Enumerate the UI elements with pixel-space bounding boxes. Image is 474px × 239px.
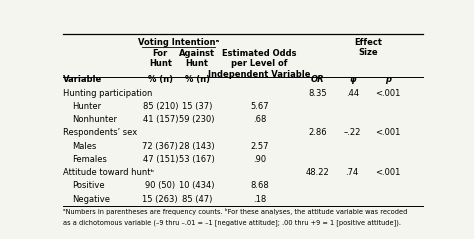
Text: 15 (263): 15 (263) — [143, 195, 178, 204]
Text: 59 (230): 59 (230) — [179, 115, 215, 124]
Text: 5.67: 5.67 — [250, 102, 269, 111]
Text: 47 (151): 47 (151) — [143, 155, 178, 164]
Text: 8.68: 8.68 — [250, 181, 269, 190]
Text: 8.35: 8.35 — [308, 88, 327, 98]
Text: 28 (143): 28 (143) — [179, 141, 215, 151]
Text: Attitude toward huntᵇ: Attitude toward huntᵇ — [63, 168, 154, 177]
Text: Positive: Positive — [72, 181, 105, 190]
Text: as a dichotomous variable (–9 thru –.01 = –1 [negative attitude]; .00 thru +9 = : as a dichotomous variable (–9 thru –.01 … — [63, 219, 401, 226]
Text: 2.57: 2.57 — [250, 141, 269, 151]
Text: 85 (210): 85 (210) — [143, 102, 178, 111]
Text: –.22: –.22 — [344, 128, 361, 137]
Text: 2.86: 2.86 — [308, 128, 327, 137]
Text: Hunter: Hunter — [72, 102, 101, 111]
Text: Negative: Negative — [72, 195, 110, 204]
Text: .18: .18 — [253, 195, 266, 204]
Text: <.001: <.001 — [375, 88, 401, 98]
Text: Hunting participation: Hunting participation — [63, 88, 152, 98]
Text: <.001: <.001 — [375, 128, 401, 137]
Text: For
Hunt: For Hunt — [149, 49, 172, 68]
Text: Effect
Size: Effect Size — [354, 38, 382, 57]
Text: 41 (157): 41 (157) — [143, 115, 178, 124]
Text: <.001: <.001 — [375, 168, 401, 177]
Text: Males: Males — [72, 141, 97, 151]
Text: % (n): % (n) — [148, 75, 173, 84]
Text: .74: .74 — [346, 168, 359, 177]
Text: 10 (434): 10 (434) — [179, 181, 215, 190]
Text: 15 (37): 15 (37) — [182, 102, 212, 111]
Text: Respondents’ sex: Respondents’ sex — [63, 128, 137, 137]
Text: 53 (167): 53 (167) — [179, 155, 215, 164]
Text: OR: OR — [310, 75, 324, 84]
Text: Females: Females — [72, 155, 107, 164]
Text: 85 (47): 85 (47) — [182, 195, 212, 204]
Text: Estimated Odds
per Level of
Independent Variable: Estimated Odds per Level of Independent … — [208, 49, 310, 79]
Text: p: p — [385, 75, 391, 84]
Text: .68: .68 — [253, 115, 266, 124]
Text: .90: .90 — [253, 155, 266, 164]
Text: .44: .44 — [346, 88, 359, 98]
Text: Against
Hunt: Against Hunt — [179, 49, 215, 68]
Text: 72 (367): 72 (367) — [142, 141, 178, 151]
Text: % (n): % (n) — [184, 75, 210, 84]
Text: φ: φ — [349, 75, 356, 84]
Text: 48.22: 48.22 — [305, 168, 329, 177]
Text: ᵃNumbers in parentheses are frequency counts. ᵇFor these analyses, the attitude : ᵃNumbers in parentheses are frequency co… — [63, 208, 407, 215]
Text: 90 (50): 90 (50) — [145, 181, 175, 190]
Text: Variable: Variable — [63, 75, 102, 84]
Text: Voting Intentionᵃ: Voting Intentionᵃ — [138, 38, 219, 47]
Text: Nonhunter: Nonhunter — [72, 115, 117, 124]
